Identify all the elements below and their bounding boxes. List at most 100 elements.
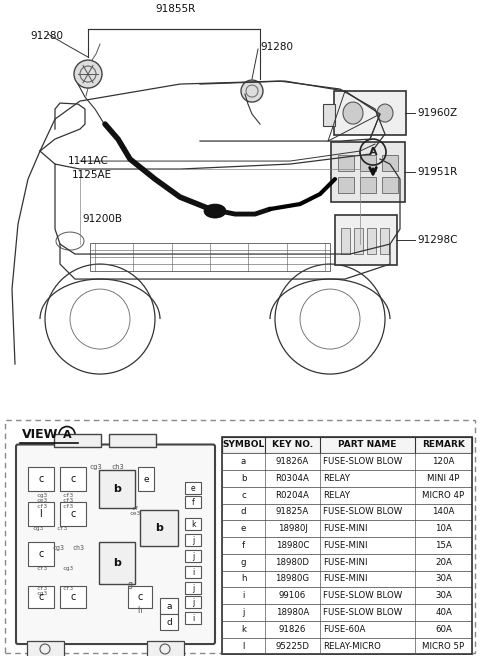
Text: FUSE-MINI: FUSE-MINI [323,575,368,583]
Bar [367,228,376,254]
Bar [222,554,472,571]
Text: c: c [137,592,143,602]
Text: 18980J: 18980J [277,524,307,533]
Text: R0204A: R0204A [276,491,310,500]
Bar [354,228,363,254]
Bar [60,468,86,491]
Text: i: i [192,613,194,623]
Bar [185,497,201,508]
Text: e: e [191,484,195,493]
Bar [360,155,376,171]
Text: k: k [191,520,195,529]
Text: cf3: cf3 [62,586,73,590]
Bar [185,612,201,624]
Bar [140,510,178,546]
Text: FUSE-SLOW BLOW: FUSE-SLOW BLOW [323,457,402,466]
Text: 60A: 60A [435,625,452,634]
Text: 91826A: 91826A [276,457,309,466]
Text: c: c [38,549,44,559]
FancyBboxPatch shape [335,215,397,265]
Text: k: k [241,625,246,634]
Bar [222,638,472,655]
Bar [60,586,86,608]
Bar [222,604,472,621]
Text: 91825A: 91825A [276,508,309,516]
Bar [28,543,54,566]
Text: cf3: cf3 [62,493,73,498]
FancyBboxPatch shape [109,434,156,447]
Text: g: g [128,580,132,588]
Text: FUSE-60A: FUSE-60A [323,625,365,634]
Text: 99106: 99106 [279,591,306,600]
Bar [138,468,154,491]
Text: j: j [192,584,194,592]
Bar [185,534,201,546]
Text: 18980A: 18980A [276,608,309,617]
Text: cf: cf [131,506,139,511]
Text: A: A [369,147,377,157]
Text: j: j [192,598,194,607]
Text: f: f [242,541,245,550]
Text: R0304A: R0304A [276,474,310,483]
Text: i: i [242,591,245,600]
Text: cg3: cg3 [32,526,44,531]
Text: SYMBOL: SYMBOL [222,440,264,449]
Text: cg3: cg3 [36,590,48,596]
FancyBboxPatch shape [16,445,215,644]
Text: 91960Z: 91960Z [417,108,457,118]
Text: VIEW: VIEW [22,428,59,441]
Text: g: g [241,558,246,567]
Bar [222,436,472,655]
Text: 91200B: 91200B [82,214,122,224]
Text: FUSE-SLOW BLOW: FUSE-SLOW BLOW [323,591,402,600]
Bar [222,470,472,487]
Text: l: l [40,509,42,520]
Bar [99,470,135,508]
Bar [60,502,86,526]
Bar [338,177,354,193]
Bar [185,482,201,495]
Text: e: e [241,524,246,533]
FancyBboxPatch shape [54,434,101,447]
Bar [99,543,135,584]
Bar [185,550,201,562]
Text: cg3: cg3 [90,464,102,470]
Text: 91951R: 91951R [417,167,457,177]
Text: 91280: 91280 [260,42,293,52]
Bar [380,228,389,254]
Text: j: j [242,608,245,617]
Text: b: b [241,474,246,483]
Text: FUSE-MINI: FUSE-MINI [323,558,368,567]
Text: 18980G: 18980G [276,575,310,583]
Text: cf3: cf3 [36,565,48,571]
Bar [28,502,54,526]
Text: FUSE-SLOW BLOW: FUSE-SLOW BLOW [323,608,402,617]
Text: ce3: ce3 [130,511,141,516]
Text: cf3: cf3 [36,504,48,509]
Text: 1141AC: 1141AC [68,156,109,166]
Text: FUSE-MINI: FUSE-MINI [323,524,368,533]
Text: j: j [192,536,194,544]
Bar [160,614,178,630]
Text: A: A [63,430,72,440]
Bar [222,453,472,470]
Text: ch3: ch3 [72,545,84,551]
Text: PART NAME: PART NAME [338,440,396,449]
Bar [185,518,201,530]
Ellipse shape [343,102,363,124]
Text: RELAY: RELAY [323,474,350,483]
Bar [90,243,330,271]
Text: c: c [38,592,44,602]
Bar [185,596,201,608]
Text: cg3: cg3 [36,493,48,498]
Text: e: e [143,475,149,484]
Bar [222,537,472,554]
Text: b: b [113,484,121,495]
Text: REMARK: REMARK [422,440,465,449]
FancyBboxPatch shape [334,91,406,135]
Text: a: a [241,457,246,466]
Text: MICRO 5P: MICRO 5P [422,642,465,651]
Text: 18980C: 18980C [276,541,309,550]
Text: cg3: cg3 [52,545,64,551]
Text: c: c [38,474,44,484]
